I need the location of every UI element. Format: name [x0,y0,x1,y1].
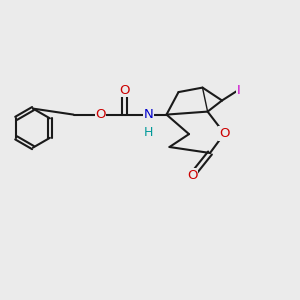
Text: N: N [144,108,153,121]
Text: O: O [119,83,130,97]
Text: H: H [144,125,153,139]
Text: O: O [219,127,230,140]
Text: I: I [237,83,240,97]
Text: O: O [187,169,197,182]
Text: O: O [95,108,106,121]
